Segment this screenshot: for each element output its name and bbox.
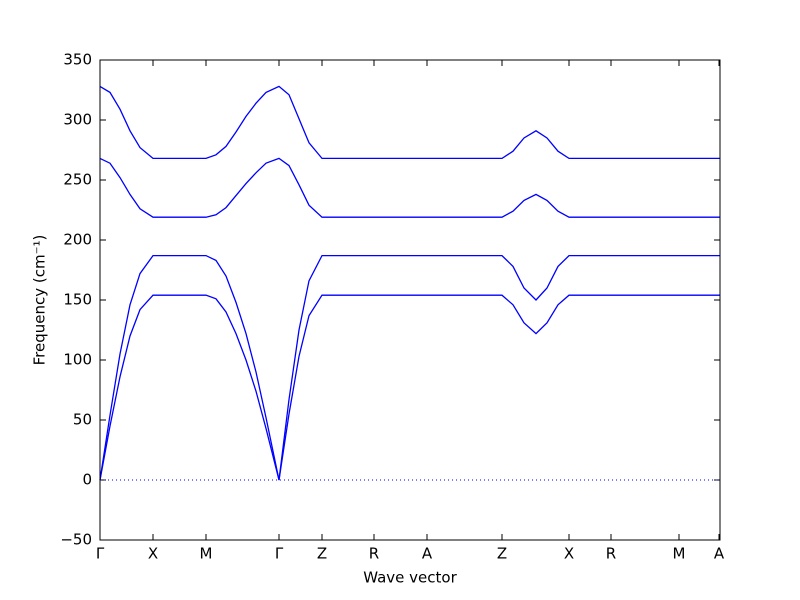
y-tick-label: 150 [63, 291, 92, 309]
y-tick-label: 100 [63, 351, 92, 369]
x-tick-label: X [148, 545, 158, 563]
x-tick-label: A [422, 545, 433, 563]
y-axis-label: Frequency (cm⁻¹) [31, 235, 49, 366]
y-tick-label: 300 [63, 111, 92, 129]
band-line [99, 157, 720, 218]
x-tick-label: Γ [275, 545, 284, 563]
x-tick-label: R [369, 545, 379, 563]
band-line [99, 254, 720, 481]
plot-frame [99, 59, 721, 541]
y-tick-label: 0 [82, 471, 92, 489]
y-tick-label: 200 [63, 231, 92, 249]
y-tick-label: 50 [73, 411, 92, 429]
x-tick-label: R [606, 545, 616, 563]
y-tick-label: 250 [63, 171, 92, 189]
x-tick-label: X [564, 545, 574, 563]
x-tick-label: M [673, 545, 686, 563]
band-line [99, 85, 720, 160]
y-tick-label: −50 [60, 531, 92, 549]
x-tick-label: A [714, 545, 725, 563]
y-tick-label: 350 [63, 51, 92, 69]
x-tick-label: M [200, 545, 213, 563]
band-line [99, 294, 720, 481]
x-axis-label: Wave vector [363, 569, 457, 587]
x-tick-label: Z [497, 545, 507, 563]
x-tick-label: Z [317, 545, 327, 563]
x-tick-label: Γ [96, 545, 105, 563]
